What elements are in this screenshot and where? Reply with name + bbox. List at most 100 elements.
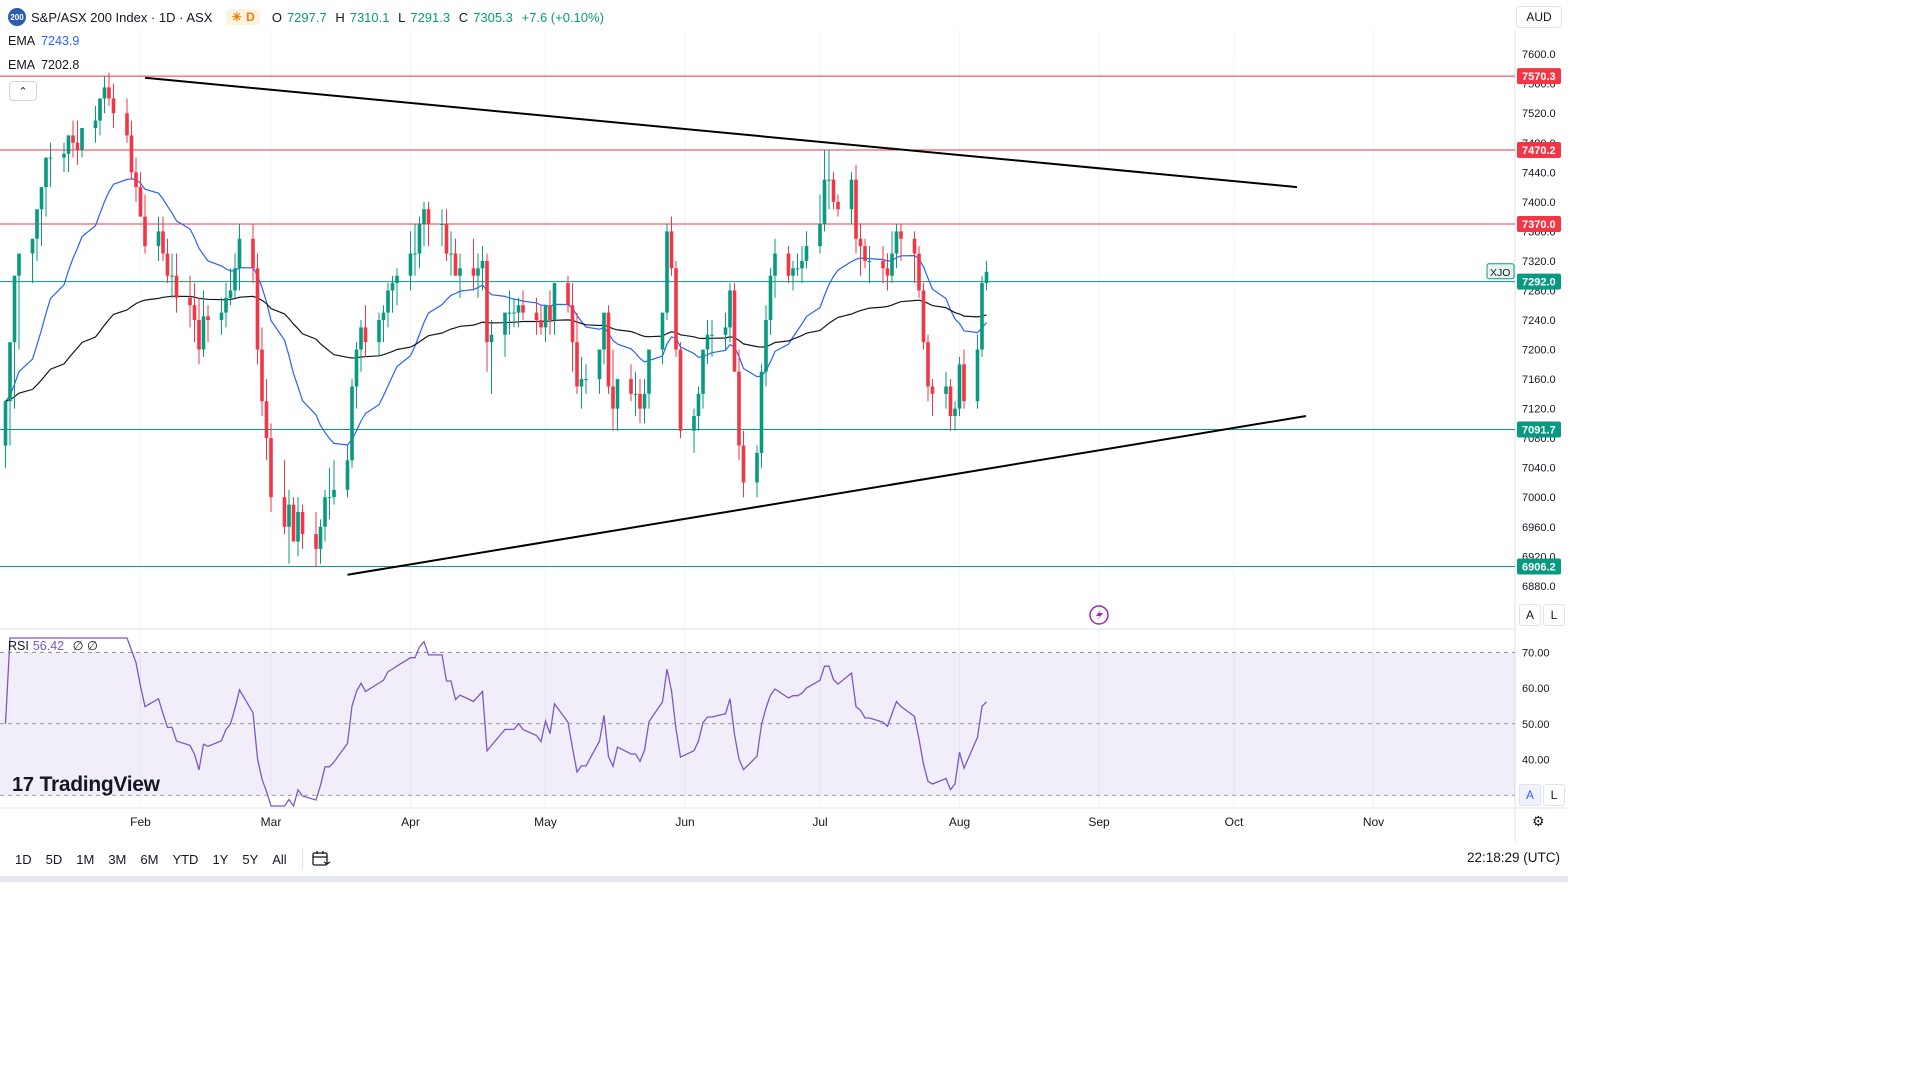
time-tick-label: Nov (1362, 815, 1385, 829)
range-ytd-button[interactable]: YTD (172, 851, 199, 867)
candle-body (156, 231, 161, 247)
candle-body (48, 157, 53, 159)
ema-fast-legend[interactable]: EMA 7243.9 (8, 34, 79, 48)
ema-fast-value: 7243.9 (41, 34, 80, 48)
candle-body (944, 386, 948, 394)
rsi-auto-scale-button[interactable]: A (1519, 784, 1541, 806)
candle-body (912, 238, 917, 254)
candle-body (417, 224, 422, 254)
date-range-calendar-icon[interactable] (311, 850, 331, 868)
time-tick-label: Jun (675, 815, 695, 829)
rsi-line (4, 637, 987, 808)
candle-body (800, 260, 804, 269)
candle-body (953, 408, 957, 416)
candle-body (44, 157, 48, 188)
range-6m-button[interactable]: 6M (140, 851, 159, 867)
range-1m-button[interactable]: 1M (76, 851, 95, 867)
chart-canvas[interactable]: 7600.07560.07520.07480.07440.07400.07360… (0, 0, 1568, 842)
ema-slow-legend[interactable]: EMA 7202.8 (8, 58, 79, 72)
candle-body (705, 334, 710, 350)
candle-body (894, 231, 899, 254)
rsi-log-scale-button[interactable]: L (1543, 784, 1565, 806)
candle-body (818, 224, 822, 247)
candle-body (395, 275, 399, 284)
time-tick-label: Apr (401, 815, 420, 829)
candle-body (701, 349, 705, 394)
candle-body (975, 349, 980, 402)
symbol-title[interactable]: S&P/ASX 200 Index · 1D · ASX (31, 9, 213, 25)
range-5y-button[interactable]: 5Y (242, 851, 259, 867)
candle-body (863, 246, 867, 261)
candle-body (390, 283, 395, 291)
candle-body (354, 349, 359, 387)
auto-scale-button[interactable]: A (1519, 604, 1541, 626)
candle-body (822, 179, 827, 224)
candle-body (489, 334, 494, 343)
level-price-tag (1517, 68, 1561, 85)
ohlc-readout: O 7297.7 H 7310.1 L 7291.3 C 7305.3 +7.6 (+0… (272, 10, 604, 25)
candle-body (17, 253, 21, 276)
candle-body (503, 312, 507, 335)
candle-body (678, 349, 683, 431)
candle-body (957, 364, 962, 409)
time-tick-label: Aug (948, 815, 971, 829)
candle-body (251, 238, 255, 269)
candle-body (606, 312, 611, 387)
range-3m-button[interactable]: 3M (108, 851, 127, 867)
candle-body (836, 201, 840, 210)
candle-body (521, 305, 525, 313)
candle-body (584, 379, 588, 381)
candle-body (764, 320, 768, 372)
time-tick-label: Mar (260, 815, 282, 829)
candle-body (741, 445, 746, 483)
symbol-tag-label: XJO (1490, 267, 1510, 279)
candle-body (926, 342, 930, 387)
candle-body (507, 312, 512, 314)
log-scale-button[interactable]: L (1543, 604, 1565, 626)
candle-body (728, 290, 732, 328)
candle-body (642, 393, 647, 409)
range-1d-button[interactable]: 1D (15, 851, 32, 867)
candle-body (318, 526, 323, 549)
tradingview-logo[interactable]: 17 TradingView (12, 773, 160, 797)
price-tick-label: 6880.0 (1522, 581, 1556, 593)
candle-body (282, 497, 287, 527)
collapse-legend-button[interactable]: ⌃ (9, 81, 37, 101)
candle-body (363, 327, 368, 343)
candle-body (795, 268, 800, 270)
candle-body (737, 371, 741, 446)
rsi-tick-label: 50.00 (1522, 719, 1550, 731)
candle-body (377, 320, 381, 343)
ema-fast-line (5, 178, 987, 446)
candle-body (143, 216, 147, 247)
ema-slow-line (5, 295, 987, 402)
candle-body (710, 334, 714, 336)
high-label: H (335, 9, 345, 25)
candle-body (255, 268, 260, 350)
range-5d-button[interactable]: 5D (45, 851, 63, 867)
candle-body (885, 268, 890, 276)
sun-icon[interactable]: ☀ D (226, 9, 260, 25)
price-tick-label: 7000.0 (1522, 492, 1556, 504)
candle-body (93, 120, 98, 128)
candle-body (111, 98, 116, 114)
candle-body (228, 290, 233, 298)
candle-body (30, 238, 35, 254)
candle-body (224, 297, 228, 313)
range-1y-button[interactable]: 1Y (212, 851, 229, 867)
rsi-legend[interactable]: RSI 56.42 ∅ ∅ (8, 638, 98, 653)
utc-clock[interactable]: 22:18:29 (UTC) (1466, 850, 1560, 865)
open-value: 7297.7 (286, 9, 327, 25)
candle-body (602, 312, 606, 350)
bottom-strip (0, 876, 1568, 882)
chart-header: 200 S&P/ASX 200 Index · 1D · ASX ☀ D O 72… (8, 6, 604, 28)
candle-body (476, 268, 480, 276)
open-label: O (271, 9, 282, 25)
currency-selector[interactable]: AUD (1516, 6, 1562, 28)
symbol-badge[interactable]: 200 (8, 8, 26, 26)
interval-badge: D (246, 10, 255, 24)
level-price-tag (1517, 142, 1561, 159)
settings-gear-icon[interactable]: ⚙ (1532, 813, 1545, 829)
range-all-button[interactable]: All (272, 851, 287, 867)
candle-body (516, 305, 521, 313)
